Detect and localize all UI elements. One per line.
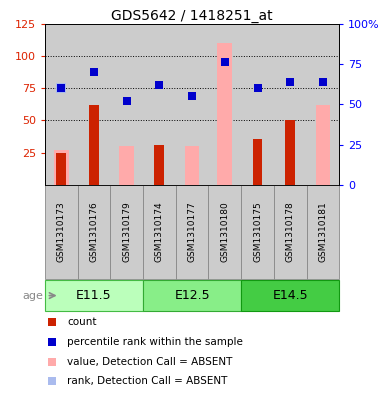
FancyBboxPatch shape xyxy=(45,280,143,311)
Bar xyxy=(143,24,176,185)
Bar xyxy=(56,153,66,185)
Bar xyxy=(89,105,99,185)
Text: GSM1310178: GSM1310178 xyxy=(286,202,295,262)
Text: GSM1310176: GSM1310176 xyxy=(89,202,98,262)
Text: GSM1310174: GSM1310174 xyxy=(155,202,164,262)
Bar xyxy=(185,146,199,185)
Bar xyxy=(176,24,208,185)
Text: percentile rank within the sample: percentile rank within the sample xyxy=(67,337,243,347)
Bar xyxy=(218,43,232,185)
Text: GSM1310179: GSM1310179 xyxy=(122,202,131,262)
Bar xyxy=(54,150,69,185)
Bar xyxy=(208,24,241,185)
Text: GSM1310177: GSM1310177 xyxy=(188,202,197,262)
Text: GSM1310173: GSM1310173 xyxy=(57,202,66,262)
FancyBboxPatch shape xyxy=(45,185,78,279)
FancyBboxPatch shape xyxy=(78,185,110,279)
FancyBboxPatch shape xyxy=(274,185,307,279)
Text: GSM1310180: GSM1310180 xyxy=(220,202,229,262)
Bar xyxy=(154,145,164,185)
FancyBboxPatch shape xyxy=(307,185,339,279)
Bar xyxy=(110,24,143,185)
Bar xyxy=(316,105,330,185)
Text: value, Detection Call = ABSENT: value, Detection Call = ABSENT xyxy=(67,356,232,367)
Bar xyxy=(285,121,295,185)
FancyBboxPatch shape xyxy=(110,185,143,279)
Bar xyxy=(45,24,78,185)
Text: age: age xyxy=(22,290,43,301)
Bar xyxy=(119,146,134,185)
Text: count: count xyxy=(67,317,96,327)
FancyBboxPatch shape xyxy=(208,185,241,279)
FancyBboxPatch shape xyxy=(143,185,176,279)
FancyBboxPatch shape xyxy=(241,185,274,279)
FancyBboxPatch shape xyxy=(143,280,241,311)
Text: rank, Detection Call = ABSENT: rank, Detection Call = ABSENT xyxy=(67,376,227,386)
Text: GSM1310181: GSM1310181 xyxy=(319,202,328,262)
Text: E11.5: E11.5 xyxy=(76,289,112,302)
Text: GSM1310175: GSM1310175 xyxy=(253,202,262,262)
Bar xyxy=(241,24,274,185)
FancyBboxPatch shape xyxy=(176,185,208,279)
Bar xyxy=(274,24,307,185)
Bar xyxy=(253,139,262,185)
Text: E14.5: E14.5 xyxy=(272,289,308,302)
Text: E12.5: E12.5 xyxy=(174,289,210,302)
Bar xyxy=(78,24,110,185)
Title: GDS5642 / 1418251_at: GDS5642 / 1418251_at xyxy=(111,9,273,22)
FancyBboxPatch shape xyxy=(241,280,339,311)
Bar xyxy=(307,24,339,185)
